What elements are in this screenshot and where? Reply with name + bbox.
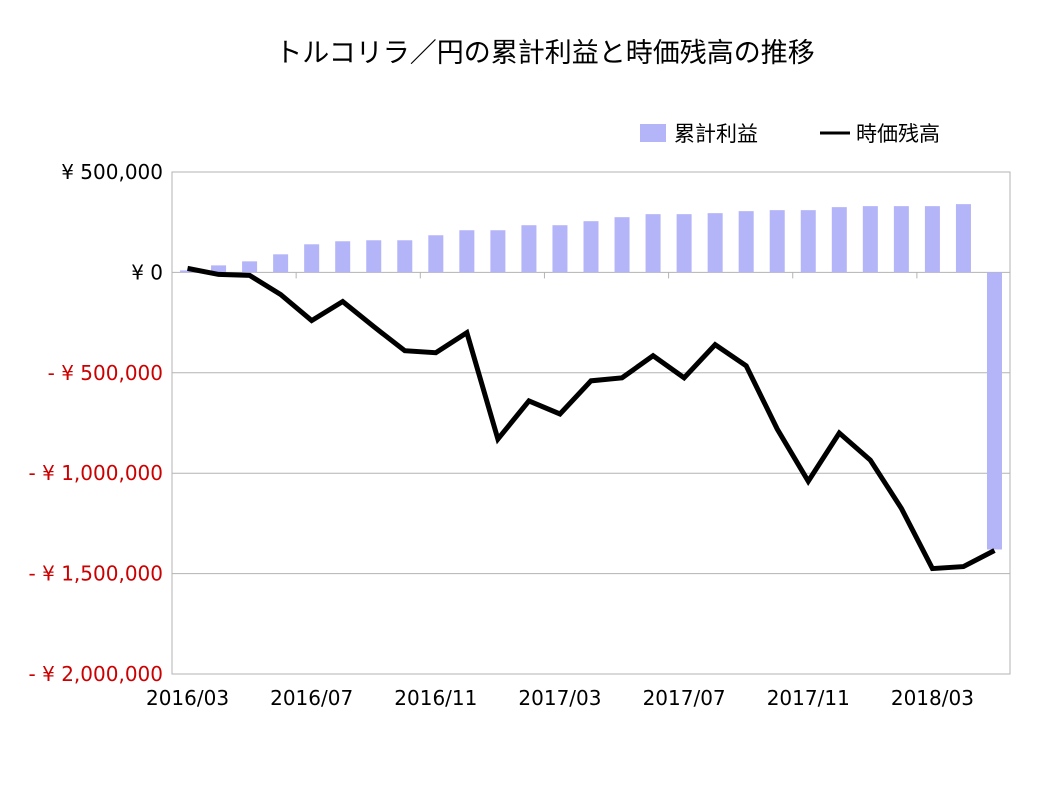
legend-bar-swatch xyxy=(640,124,666,142)
bar xyxy=(831,207,847,273)
plot-border xyxy=(171,171,1011,675)
x-tick-label: 2016/07 xyxy=(270,686,353,710)
bar xyxy=(614,217,630,273)
legend-bar-label: 累計利益 xyxy=(674,122,758,146)
x-tick-label: 2018/03 xyxy=(891,686,974,710)
x-tick-label: 2016/11 xyxy=(394,686,477,710)
bar xyxy=(955,204,971,273)
bar xyxy=(459,230,475,273)
bar xyxy=(428,235,444,273)
legend: 累計利益 時価残高 xyxy=(640,122,940,146)
legend-line-label: 時価残高 xyxy=(856,122,940,146)
bar xyxy=(397,240,413,273)
bar xyxy=(583,221,599,273)
x-tick-label: 2017/07 xyxy=(643,686,726,710)
y-tick-label: - ¥ 1,000,000 xyxy=(29,461,163,485)
bar xyxy=(676,214,692,273)
bar xyxy=(335,241,351,273)
bar xyxy=(707,213,723,273)
bar xyxy=(180,270,196,273)
bar xyxy=(242,261,258,273)
y-tick-label: - ¥ 1,500,000 xyxy=(29,562,163,586)
x-tick-label: 2017/03 xyxy=(518,686,601,710)
bar xyxy=(862,206,878,273)
series-line xyxy=(187,265,996,572)
y-tick-label: - ¥ 500,000 xyxy=(48,361,163,385)
x-tick-label: 2016/03 xyxy=(146,686,229,710)
bar xyxy=(738,211,754,273)
y-tick-label: ¥ 0 xyxy=(131,260,163,284)
bar xyxy=(645,214,661,273)
bar xyxy=(490,230,506,273)
bar xyxy=(273,254,289,273)
y-tick-label: ¥ 500,000 xyxy=(61,160,163,184)
bar xyxy=(211,265,227,273)
bar xyxy=(986,272,1002,550)
bar xyxy=(800,210,816,273)
bar xyxy=(893,206,909,273)
bar xyxy=(304,244,320,273)
x-tick-label: 2017/11 xyxy=(767,686,850,710)
bar xyxy=(552,225,568,273)
bar xyxy=(521,225,537,273)
bar xyxy=(366,240,382,273)
chart-title: トルコリラ／円の累計利益と時価残高の推移 xyxy=(275,38,814,69)
bar xyxy=(924,206,940,273)
y-tick-label: - ¥ 2,000,000 xyxy=(29,662,163,686)
bar xyxy=(769,210,785,273)
